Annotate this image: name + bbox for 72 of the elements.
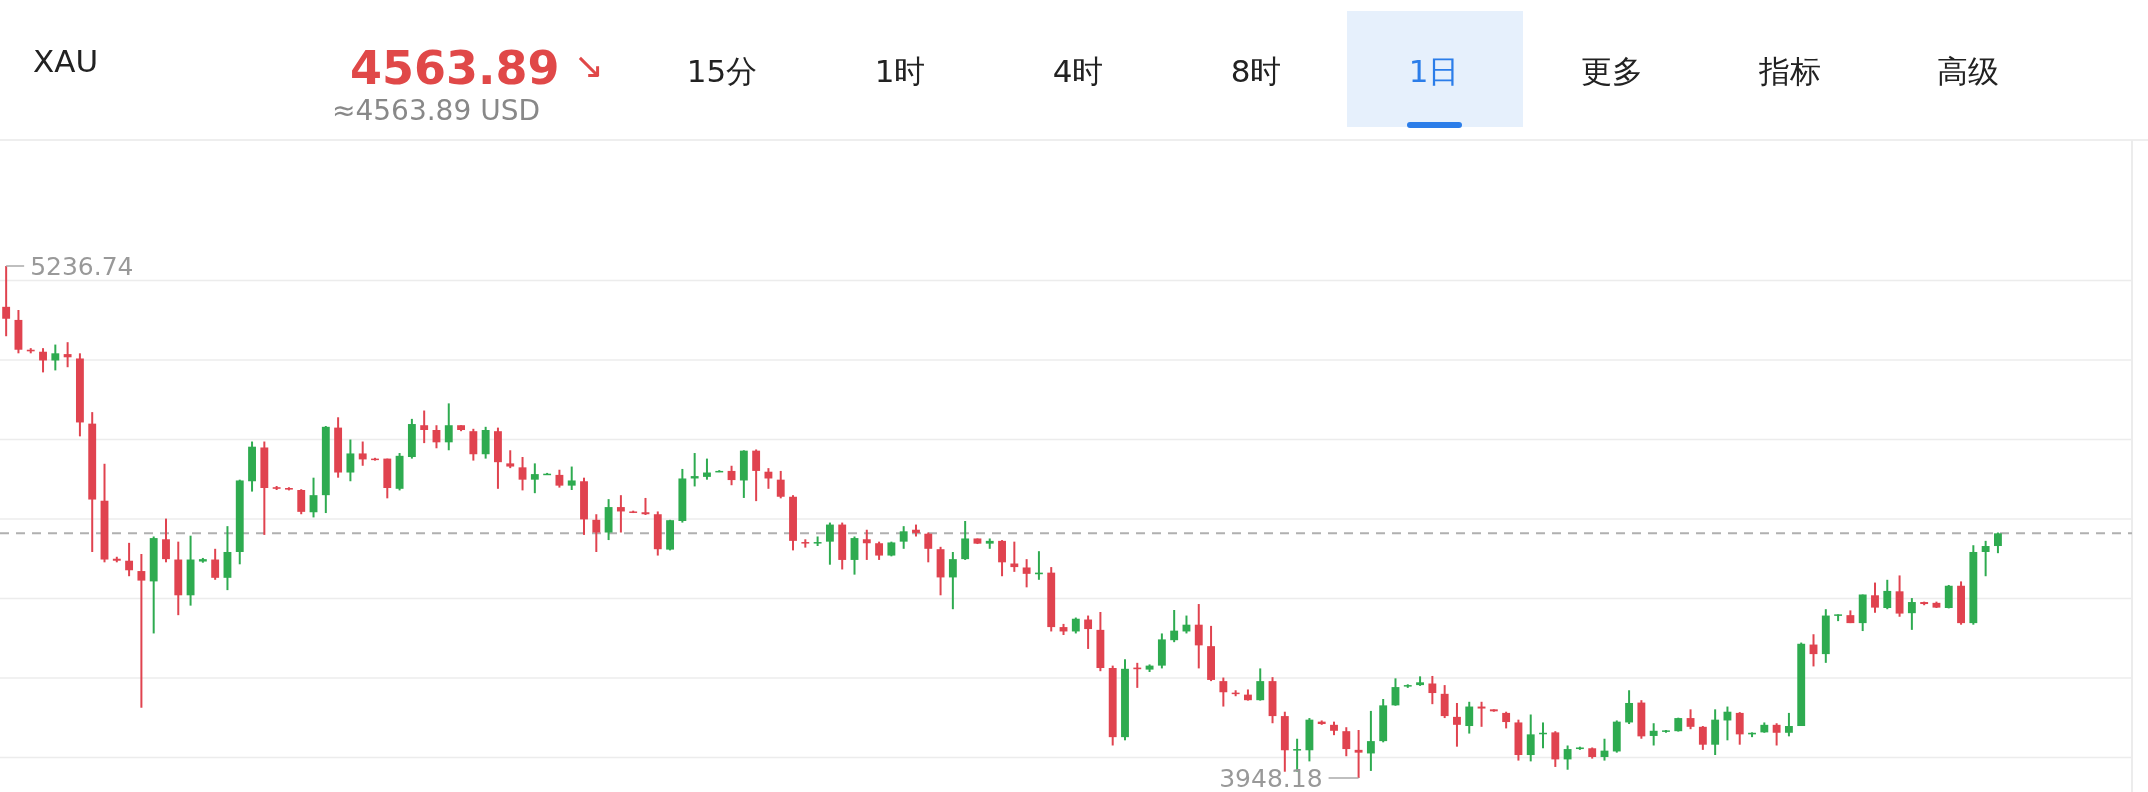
candlestick <box>998 539 1006 578</box>
candlestick <box>211 547 220 581</box>
candlestick <box>1366 709 1375 772</box>
candlestick <box>1194 603 1203 670</box>
text: 4时 <box>1052 53 1104 89</box>
candlestick <box>1342 726 1351 758</box>
text: ↘ <box>574 45 605 86</box>
chart-title: XAU <box>33 43 99 79</box>
candlestick <box>1784 711 1793 738</box>
candlestick <box>924 531 933 564</box>
text: 1时 <box>874 53 926 89</box>
annotation: 3948.18 <box>1219 764 1323 792</box>
candlestick <box>1440 684 1449 720</box>
candlestick <box>39 347 47 374</box>
candlestick <box>825 521 834 566</box>
text: 高级 <box>1937 53 1999 89</box>
candlestick <box>358 440 367 467</box>
candlestick <box>1735 711 1744 746</box>
candlestick <box>1256 667 1265 702</box>
candlestick <box>420 409 429 445</box>
candlestick <box>1170 609 1179 644</box>
candlestick <box>1686 708 1695 731</box>
candlestick <box>616 494 625 534</box>
candlestick <box>1981 539 1990 578</box>
candlestick <box>1883 578 1892 611</box>
candlestick <box>518 456 527 492</box>
candlestick <box>875 540 884 561</box>
candlestick <box>1895 574 1904 618</box>
candlestick <box>469 427 478 462</box>
candlestick <box>1698 725 1707 751</box>
candlestick <box>1625 689 1634 726</box>
candlestick <box>948 550 957 611</box>
candlestick <box>899 525 908 550</box>
candlestick <box>961 519 970 561</box>
candlestick <box>346 438 355 483</box>
candlestick <box>1428 674 1437 706</box>
candlestick <box>51 343 60 372</box>
candlestick <box>125 541 134 578</box>
candlestick <box>162 517 170 564</box>
candlestick <box>1453 701 1461 748</box>
candlestick <box>776 469 785 500</box>
text: 指标 <box>1758 53 1821 89</box>
text: 1日 <box>1408 53 1460 89</box>
candlestick <box>137 552 146 709</box>
text: 更多 <box>1581 53 1643 89</box>
candlestick <box>444 402 453 452</box>
candlestick <box>1526 713 1535 763</box>
candlestick <box>1022 558 1031 589</box>
candlestick <box>1354 728 1363 779</box>
candlestick <box>850 535 859 576</box>
text: 4563.89 <box>350 41 560 95</box>
candlestick <box>63 341 72 369</box>
candlestick <box>862 528 871 561</box>
candlestick <box>1084 614 1093 650</box>
candlestick <box>297 488 306 516</box>
candlestick <box>1465 700 1474 735</box>
annotation: 5236.74 <box>30 252 134 281</box>
text: 15分 <box>686 53 758 89</box>
text: 8时 <box>1230 53 1282 89</box>
candlestick <box>530 462 539 495</box>
candlestick <box>592 513 601 553</box>
candlestick <box>567 465 576 491</box>
candlestick <box>1563 744 1572 771</box>
candlestick <box>703 457 711 481</box>
candlestick <box>1871 581 1879 614</box>
candlestick <box>2 265 11 338</box>
candlestick <box>1649 722 1658 747</box>
candlestick <box>1219 676 1228 708</box>
text: ≈4563.89 USD <box>332 94 540 127</box>
candlestick <box>1772 722 1781 747</box>
candlestick <box>1907 597 1916 631</box>
candlestick <box>752 448 761 503</box>
